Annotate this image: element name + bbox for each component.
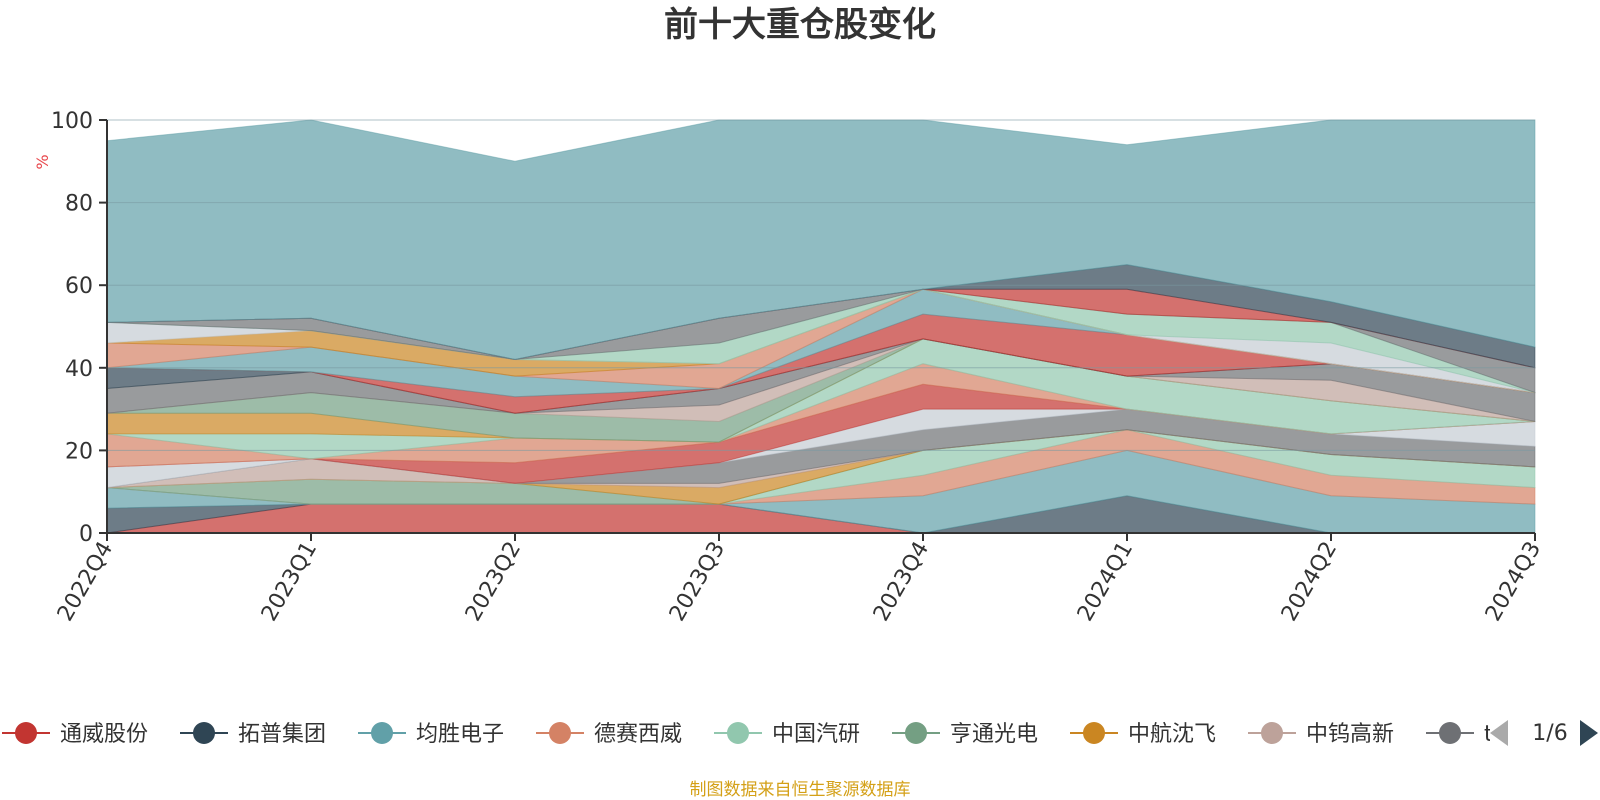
legend-label: 亨通光电 (950, 722, 1038, 747)
y-tick-label: 40 (65, 357, 93, 382)
x-tick-label: 2024Q3 (1481, 538, 1546, 626)
legend-item[interactable]: t (1426, 722, 1493, 747)
legend-marker-icon (1083, 722, 1105, 744)
legend-marker-icon (1439, 722, 1461, 744)
legend-marker-icon (905, 722, 927, 744)
legend-label: t (1484, 722, 1493, 747)
x-tick-label: 2022Q4 (53, 538, 118, 626)
x-tick-label: 2023Q2 (461, 538, 526, 626)
legend-marker-icon (15, 722, 37, 744)
x-tick-label: 2023Q1 (257, 538, 322, 626)
legend-item[interactable]: 中国汽研 (714, 722, 860, 747)
y-tick-label: 20 (65, 439, 93, 464)
y-tick-label: 100 (51, 109, 93, 134)
y-axis-unit: % (33, 154, 52, 169)
legend-page-indicator: 1/6 (1532, 721, 1567, 746)
legend-marker-icon (1261, 722, 1283, 744)
legend-items: 通威股份 拓普集团 均胜电子 德赛西威 中国汽研 亨通光电 中航沈飞 中钨高新 t (2, 722, 1493, 747)
legend-item[interactable]: 通威股份 (2, 722, 148, 747)
legend-label: 拓普集团 (238, 722, 326, 747)
legend-item[interactable]: 拓普集团 (180, 722, 326, 747)
x-tick-label: 2024Q1 (1073, 538, 1138, 626)
legend-marker-icon (549, 722, 571, 744)
legend-label: 均胜电子 (416, 722, 504, 747)
legend-item[interactable]: 中钨高新 (1248, 722, 1394, 747)
legend-item[interactable]: 均胜电子 (358, 722, 504, 747)
legend-label: 中钨高新 (1306, 722, 1394, 747)
area-series-27 (106, 119, 1536, 361)
legend-item[interactable]: 中航沈飞 (1070, 722, 1216, 747)
legend-prev-icon[interactable] (1490, 720, 1508, 746)
area-series-group (106, 119, 1536, 534)
y-tick-label: 60 (65, 274, 93, 299)
legend-next-icon[interactable] (1580, 720, 1598, 746)
x-tick-label: 2023Q3 (665, 538, 730, 626)
grid-lines (107, 119, 1535, 451)
legend-item[interactable]: 亨通光电 (892, 722, 1038, 747)
legend: 通威股份 拓普集团 均胜电子 德赛西威 中国汽研 亨通光电 中航沈飞 中钨高新 t 1/6 (2, 720, 1598, 747)
x-tick-label: 2023Q4 (869, 538, 934, 626)
legend-item[interactable]: 德赛西威 (536, 722, 682, 747)
legend-label: 德赛西威 (594, 722, 682, 747)
y-tick-label: 80 (65, 192, 93, 217)
legend-pager: 1/6 (1490, 720, 1598, 746)
data-source-note: 制图数据来自恒生聚源数据库 (690, 780, 911, 800)
legend-label: 中航沈飞 (1128, 722, 1216, 747)
legend-marker-icon (193, 722, 215, 744)
y-tick-label: 0 (79, 522, 93, 547)
legend-marker-icon (371, 722, 393, 744)
legend-label: 中国汽研 (772, 722, 860, 747)
legend-marker-icon (727, 722, 749, 744)
chart-title: 前十大重仓股变化 (664, 5, 936, 45)
x-tick-label: 2024Q2 (1277, 538, 1342, 626)
legend-label: 通威股份 (60, 722, 148, 747)
